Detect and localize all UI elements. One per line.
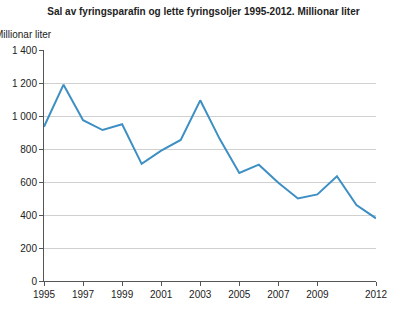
svg-text:Millionar liter: Millionar liter bbox=[0, 29, 52, 40]
svg-text:2012: 2012 bbox=[365, 289, 388, 300]
svg-text:1 200: 1 200 bbox=[12, 78, 37, 89]
svg-text:600: 600 bbox=[20, 177, 37, 188]
svg-text:1 400: 1 400 bbox=[12, 45, 37, 56]
svg-text:200: 200 bbox=[20, 243, 37, 254]
svg-text:0: 0 bbox=[31, 276, 37, 287]
svg-text:Sal av fyringsparafin og lette: Sal av fyringsparafin og lette fyringsol… bbox=[47, 6, 359, 17]
svg-text:1995: 1995 bbox=[33, 289, 56, 300]
svg-text:1997: 1997 bbox=[72, 289, 95, 300]
svg-text:2009: 2009 bbox=[306, 289, 329, 300]
svg-text:2007: 2007 bbox=[267, 289, 290, 300]
svg-text:2005: 2005 bbox=[228, 289, 251, 300]
svg-text:400: 400 bbox=[20, 210, 37, 221]
svg-text:2001: 2001 bbox=[150, 289, 173, 300]
svg-text:2003: 2003 bbox=[189, 289, 212, 300]
svg-text:800: 800 bbox=[20, 144, 37, 155]
svg-text:1999: 1999 bbox=[111, 289, 134, 300]
svg-text:1 000: 1 000 bbox=[12, 111, 37, 122]
